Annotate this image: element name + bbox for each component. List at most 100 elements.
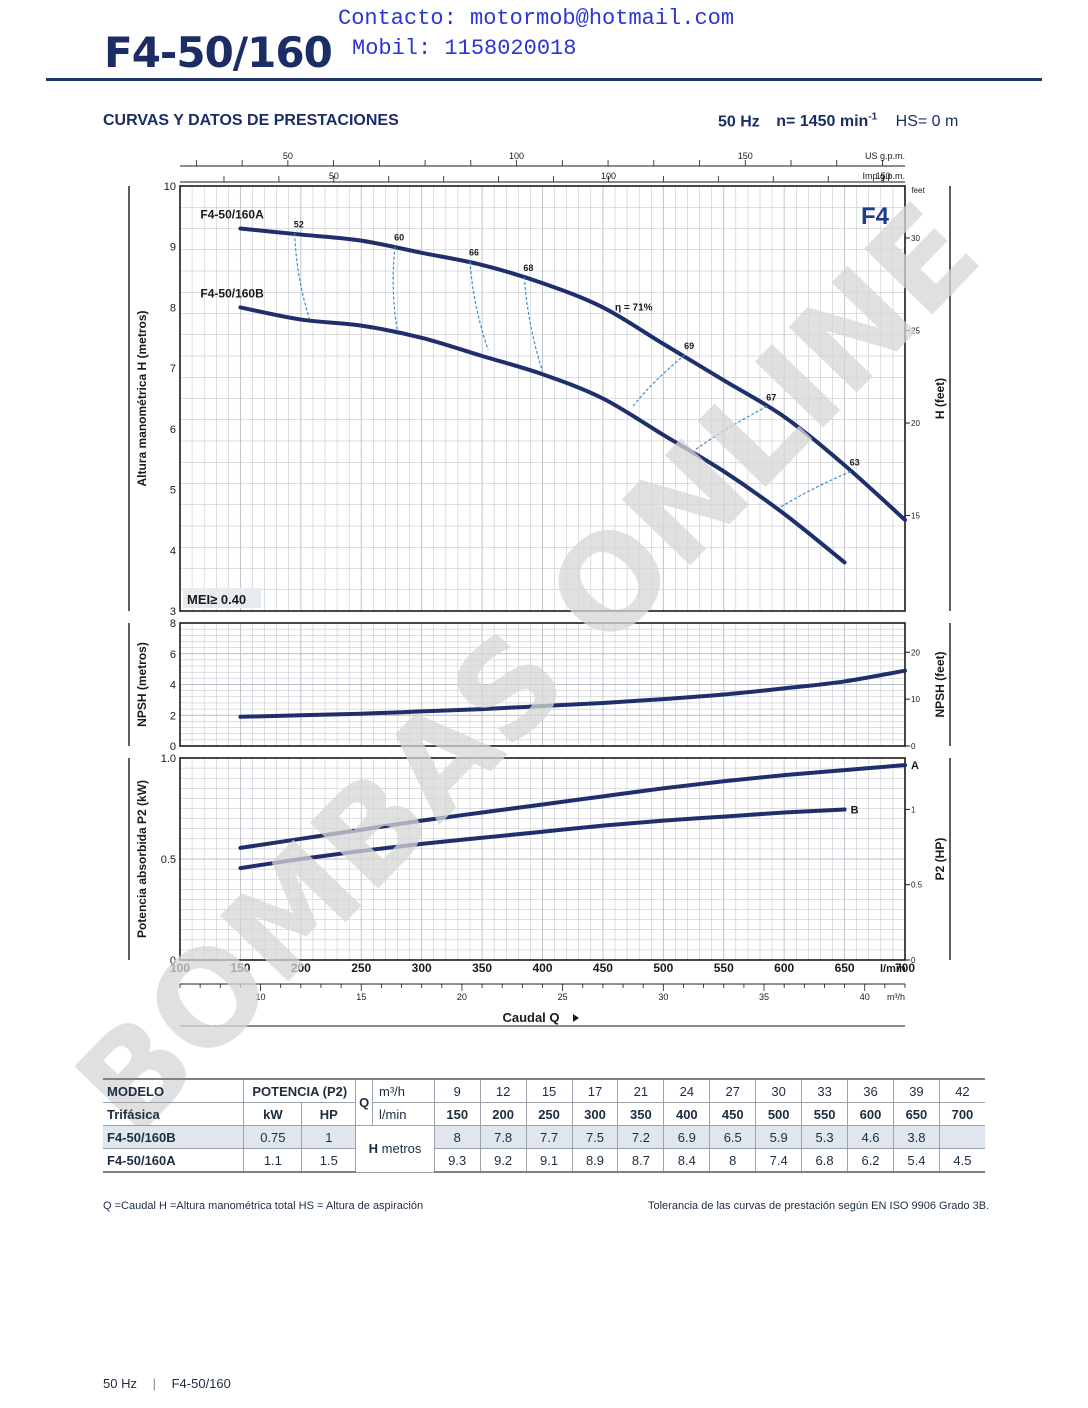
contact-email: Contacto: motormob@hotmail.com	[338, 6, 735, 31]
imp-gpm-tick-label: 100	[601, 171, 616, 181]
panel-frame	[179, 185, 906, 612]
lmin-tick-label: 650	[835, 961, 855, 975]
cell-h-a: 8.4	[663, 1148, 710, 1173]
cell-h-b: 5.9	[755, 1125, 802, 1149]
series-label: B	[851, 805, 859, 817]
h-unit: metros	[381, 1141, 422, 1157]
cell-m3h: 27	[709, 1078, 756, 1103]
mei-box	[183, 588, 261, 608]
y-right-tick-label: 20	[911, 648, 920, 657]
th-trifasica: Trifásica	[103, 1102, 244, 1126]
cell-lmin: 200	[479, 1102, 527, 1126]
y-right-tick-label: 25	[911, 327, 920, 336]
efficiency-label: η = 71%	[615, 303, 653, 314]
table-header-row-1: MODELO POTENCIA (P2) Q m³/h 9 12 15 17 21 24 2…	[103, 1078, 985, 1126]
model-title: F4-50/160	[104, 28, 333, 77]
efficiency-line	[294, 233, 310, 319]
series-line-NPSH	[238, 668, 907, 719]
panel-frame	[179, 622, 906, 747]
cell-m3h: 39	[892, 1078, 940, 1103]
cell-lmin: 700	[938, 1102, 985, 1126]
y-tick-label: 0.5	[161, 854, 176, 866]
cell-m3h: 24	[663, 1078, 710, 1103]
series-line-F4-50/160A	[238, 226, 907, 522]
y-tick-label: 4	[170, 545, 176, 557]
table-header-row-2: Trifásica kW HP l/min 150 200 250 300 350 400…	[103, 1102, 985, 1126]
cell-h-b: 8	[433, 1125, 481, 1149]
cell-h-b	[938, 1125, 985, 1149]
y-tick-label: 0	[170, 741, 176, 753]
efficiency-label: 69	[684, 341, 694, 351]
th-m3h: m³/h	[372, 1078, 435, 1103]
th-lmin: l/min	[372, 1102, 435, 1126]
efficiency-label: 66	[469, 247, 479, 257]
efficiency-line	[694, 405, 768, 451]
cell-lmin: 500	[755, 1102, 802, 1126]
lmin-tick-label: 600	[774, 961, 794, 975]
y-axis-label: NPSH (metros)	[135, 642, 149, 727]
cell-lmin: 450	[709, 1102, 756, 1126]
th-q: Q	[355, 1078, 373, 1126]
cell-lmin: 350	[617, 1102, 664, 1126]
y-right-tick-label: 0.5	[911, 881, 923, 890]
y-tick-label: 2	[170, 710, 176, 722]
model-a: F4-50/160A	[103, 1148, 244, 1173]
cell-m3h: 9	[433, 1078, 481, 1103]
y-axis-label-right: H (feet)	[933, 378, 947, 419]
y-tick-label: 3	[170, 606, 176, 618]
y-right-tick-label: 20	[911, 419, 920, 428]
m3h-tick-label: 35	[759, 992, 769, 1002]
lmin-tick-label: 550	[714, 961, 734, 975]
table-row: F4-50/160B 0.75 1 H metros 8 7.8 7.7 7.5 7.2…	[103, 1125, 985, 1173]
lmin-label: l/min	[880, 963, 906, 975]
cell-h-b: 6.5	[709, 1125, 756, 1149]
efficiency-label: 63	[850, 457, 860, 467]
efficiency-label: 68	[523, 263, 533, 273]
cell-h-b: 7.7	[525, 1125, 573, 1149]
cell-h-a: 6.8	[801, 1148, 848, 1173]
lmin-tick-label: 300	[412, 961, 432, 975]
m3h-label: m³/h	[887, 992, 905, 1002]
y-tick-label: 8	[170, 302, 176, 314]
hp-b: 1	[301, 1125, 356, 1149]
section-title: CURVAS Y DATOS DE PRESTACIONES	[103, 112, 399, 129]
lmin-tick-label: 400	[532, 961, 552, 975]
footer-sep: |	[152, 1376, 156, 1391]
table-row: F4-50/160A 1.1 1.5 9.3 9.2 9.1 8.9 8.7 8.4 8 7.…	[103, 1148, 985, 1173]
cell-h-a: 8	[709, 1148, 756, 1173]
y-axis-label: Altura manométrica H (metros)	[135, 310, 149, 486]
th-potencia: POTENCIA (P2)	[243, 1078, 356, 1103]
series-line-B	[238, 807, 847, 871]
cell-lmin: 150	[433, 1102, 481, 1126]
m3h-tick-label: 10	[256, 992, 266, 1002]
y-tick-label: 6	[170, 424, 176, 436]
m3h-tick-label: 40	[860, 992, 870, 1002]
cell-m3h: 21	[617, 1078, 664, 1103]
m3h-tick-label: 30	[658, 992, 668, 1002]
y-right-tick-label: 0	[911, 742, 916, 751]
y-axis-label: Potencia absorbida P2 (kW)	[135, 780, 149, 938]
lmin-tick-label: 450	[593, 961, 613, 975]
cell-m3h: 36	[847, 1078, 894, 1103]
us-gpm-tick-label: 100	[509, 151, 524, 161]
footnote-legend: Q =Caudal H =Altura manométrica total HS…	[103, 1200, 424, 1212]
cell-h-a: 8.9	[571, 1148, 618, 1173]
y-right-tick-label: 30	[911, 234, 920, 243]
series-label: F4-50/160B	[200, 286, 264, 300]
y-axis-label-right: NPSH (feet)	[933, 651, 947, 717]
y-tick-label: 7	[170, 363, 176, 375]
y-right-tick-label: 10	[911, 695, 920, 704]
cell-lmin: 650	[892, 1102, 940, 1126]
footer-freq: 50 Hz	[103, 1376, 137, 1391]
contact-mobile: Mobil: 1158020018	[352, 36, 577, 61]
y-right-tick-label: 1	[911, 805, 916, 814]
hs-label: HS= 0 m	[895, 113, 959, 131]
performance-table: MODELO POTENCIA (P2) Q m³/h 9 12 15 17 21 24 2…	[103, 1078, 985, 1173]
page-footer: 50 Hz | F4-50/160	[103, 1376, 231, 1391]
y-tick-label: 6	[170, 649, 176, 661]
efficiency-label: 52	[294, 219, 304, 229]
y-tick-label: 0	[170, 955, 176, 967]
panel-head	[128, 185, 951, 612]
lmin-tick-label: 150	[230, 961, 250, 975]
